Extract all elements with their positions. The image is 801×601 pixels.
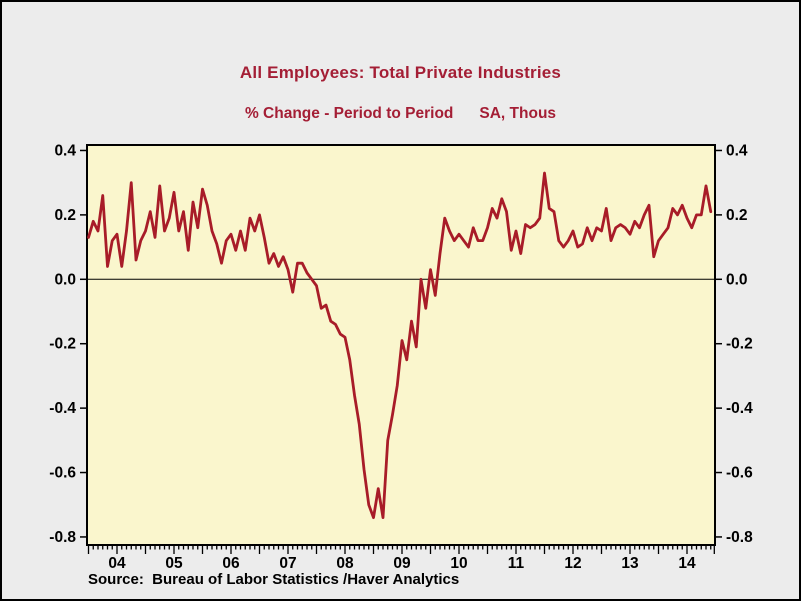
x-axis-year-label: 07 (279, 555, 296, 572)
x-axis-year-label: 13 (621, 555, 639, 572)
y-axis-label-left: -0.4 (49, 400, 76, 417)
source-note: Source: Bureau of Labor Statistics /Have… (88, 571, 459, 588)
y-axis-label-right: -0.8 (726, 529, 753, 546)
y-axis-label-right: -0.2 (726, 336, 753, 353)
y-axis-label-right: 0.4 (726, 142, 748, 159)
y-axis-label-left: 0.2 (54, 207, 76, 224)
x-axis-year-label: 08 (336, 555, 354, 572)
y-axis-label-left: 0.0 (54, 271, 76, 288)
x-axis-year-label: 04 (108, 555, 126, 572)
x-axis-year-label: 14 (678, 555, 696, 572)
x-axis-year-label: 11 (508, 555, 525, 572)
chart-page: { "page": { "background": "#ECECEC", "fr… (0, 0, 801, 601)
y-axis-label-left: 0.4 (54, 142, 76, 159)
x-axis-year-label: 10 (450, 555, 467, 572)
x-axis-year-label: 09 (393, 555, 411, 572)
x-axis-year-label: 06 (222, 555, 240, 572)
y-axis-label-left: -0.8 (49, 529, 76, 546)
x-axis-year-label: 12 (564, 555, 581, 572)
y-axis-label-right: 0.0 (726, 271, 748, 288)
y-axis-label-right: -0.4 (726, 400, 753, 417)
y-axis-label-right: -0.6 (726, 465, 753, 482)
line-chart: 0.4 0.4 0.2 0.2 0.0 0.0 -0.2 -0.2 -0.4 -0.4 -0.6 -0… (2, 2, 799, 599)
x-axis-year-label: 05 (165, 555, 183, 572)
y-axis-label-left: -0.6 (49, 465, 76, 482)
y-axis-label-left: -0.2 (49, 336, 76, 353)
y-axis-label-right: 0.2 (726, 207, 748, 224)
